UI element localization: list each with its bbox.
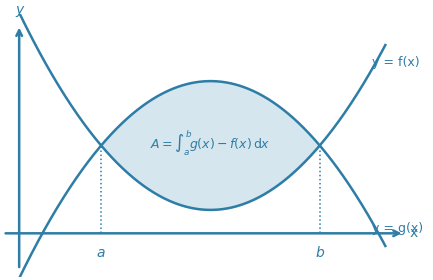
Text: $A = \int_a^b\!g(x) - f(x)\,\mathrm{d}x$: $A = \int_a^b\!g(x) - f(x)\,\mathrm{d}x$ xyxy=(150,128,271,157)
Text: y = g(x): y = g(x) xyxy=(372,222,423,235)
Text: a: a xyxy=(97,246,105,260)
Text: b: b xyxy=(315,246,324,260)
Text: y: y xyxy=(15,3,23,17)
Text: y = f(x): y = f(x) xyxy=(372,56,419,69)
Text: x: x xyxy=(410,226,418,240)
